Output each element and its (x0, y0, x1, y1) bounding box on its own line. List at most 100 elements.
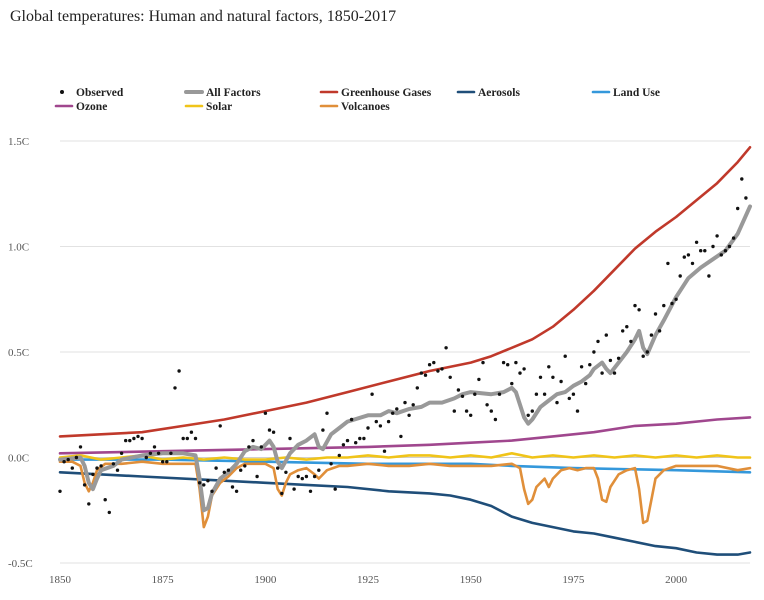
observed-point (719, 253, 723, 257)
observed-point (419, 371, 424, 375)
observed-point (267, 428, 272, 432)
observed-point (740, 177, 744, 181)
observed-point (271, 430, 276, 434)
observed-point (345, 438, 350, 443)
observed-point (193, 436, 198, 441)
observed-point (399, 434, 403, 439)
observed-point (657, 329, 662, 333)
x-tick-label: 1850 (49, 574, 72, 586)
x-axis-ticks: 1850 1875 1900 1925 1950 1975 2000 (49, 574, 688, 586)
observed-point (427, 363, 432, 367)
observed-point (464, 409, 469, 413)
observed-point (444, 346, 448, 350)
y-tick-label: 1.5C (8, 136, 29, 148)
observed-point (612, 371, 617, 375)
observed-point (497, 392, 502, 396)
observed-point (538, 375, 543, 379)
observed-point (481, 360, 485, 365)
observed-point (185, 436, 189, 441)
legend-label-volcanoes: Volcanoes (341, 101, 390, 113)
x-tick-label: 2000 (665, 574, 688, 586)
observed-point (625, 325, 629, 329)
observed-point (731, 236, 736, 240)
observed-point (386, 419, 391, 424)
observed-point (234, 489, 239, 493)
observed-point (682, 255, 686, 259)
observed-point (559, 379, 563, 384)
observed-point (432, 360, 436, 365)
y-tick-label: 1.0C (8, 242, 29, 254)
legend-label-aerosols: Aerosols (478, 87, 520, 99)
observed-point (510, 381, 514, 386)
observed-point (62, 460, 66, 464)
observed-point (358, 436, 362, 441)
observed-point (214, 466, 218, 470)
observed-point (411, 403, 415, 407)
x-tick-label: 1950 (460, 574, 483, 586)
legend-label-solar: Solar (206, 101, 232, 113)
observed-point (596, 339, 600, 344)
observed-point (292, 487, 296, 491)
observed-point (99, 464, 103, 468)
observed-point (66, 457, 70, 462)
observed-point (571, 392, 576, 396)
y-tick-label: 0.5C (8, 347, 29, 359)
observed-point (563, 354, 567, 358)
legend-label-greenhouse-gases: Greenhouse Gases (341, 87, 432, 99)
observed-point (736, 206, 740, 211)
observed-point (395, 407, 399, 411)
observed-point (333, 487, 337, 491)
observed-point (579, 365, 584, 369)
observed-point (169, 451, 173, 455)
observed-point (641, 354, 645, 358)
series-line-aerosols (58, 471, 752, 556)
observed-point (337, 453, 341, 458)
observed-point (321, 428, 325, 432)
observed-point (140, 436, 144, 441)
observed-point (58, 489, 62, 493)
observed-point (686, 253, 691, 257)
observed-point (423, 373, 428, 377)
observed-point (366, 426, 370, 430)
observed-point (391, 411, 395, 415)
observed-point (469, 413, 473, 417)
observed-point (633, 303, 637, 308)
observed-point (74, 455, 79, 460)
observed-point (715, 234, 719, 238)
gridlines (60, 140, 750, 564)
legend-label-ozone: Ozone (76, 101, 107, 113)
observed-point (621, 329, 625, 333)
observed-point (259, 445, 263, 449)
observed-point (288, 436, 292, 441)
observed-point (144, 455, 148, 460)
observed-point (107, 510, 112, 515)
observed-point (567, 396, 571, 401)
observed-point (407, 413, 411, 417)
observed-point (518, 371, 522, 375)
observed-point (103, 498, 107, 502)
observed-point (317, 468, 321, 472)
x-tick-label: 1900 (254, 574, 277, 586)
observed-point (325, 411, 329, 415)
legend-label-observed: Observed (76, 87, 124, 99)
observed-point (263, 411, 268, 415)
observed-point (530, 409, 534, 413)
observed-point (255, 474, 259, 479)
observed-point (119, 451, 124, 455)
observed-point (132, 436, 136, 441)
observed-point (115, 468, 120, 472)
observed-point (300, 476, 304, 481)
observed-point (415, 386, 419, 390)
observed-point (436, 369, 440, 373)
observed-points (58, 177, 748, 515)
observed-point (666, 261, 670, 266)
observed-point (703, 249, 707, 253)
observed-point (251, 438, 255, 443)
observed-point (608, 358, 613, 363)
observed-point (247, 445, 251, 449)
chart-title: Global temperatures: Human and natural f… (10, 8, 397, 25)
observed-point (78, 445, 83, 449)
observed-point (542, 392, 547, 396)
observed-point (670, 301, 674, 306)
